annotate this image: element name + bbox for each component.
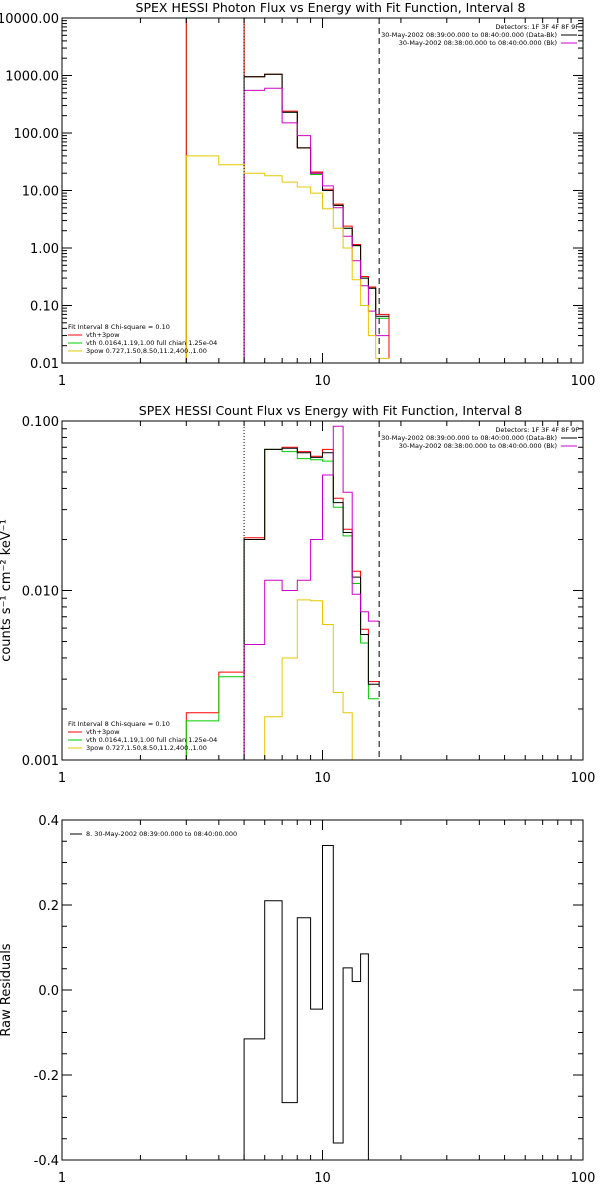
y-tick-label: -0.4 <box>34 1154 59 1169</box>
y-tick-label: 0.01 <box>30 357 59 372</box>
histogram-series-2 <box>243 73 389 363</box>
y-axis-label: counts s⁻¹ cm⁻² keV⁻¹ <box>0 519 14 662</box>
histogram-series-4 <box>185 155 389 363</box>
detectors-legend-header: Detectors: 1F 3F 4F 8F 9F <box>495 23 579 31</box>
y-tick-label: 0.001 <box>22 754 59 769</box>
y-tick-label: 0.100 <box>22 415 59 430</box>
y-tick-label: 0.0 <box>38 984 59 999</box>
top-legend-text: 30-May-2002 08:39:00.000 to 08:40:00.000… <box>381 31 557 39</box>
histogram-series-0 <box>185 18 390 363</box>
y-tick-label: 1000.00 <box>5 70 59 85</box>
fit-legend-text: vth 0.0164,1.19,1.00 full chian 1.25e-04 <box>86 736 217 744</box>
data-series <box>185 425 380 760</box>
detectors-legend-header: Detectors: 1F 3F 4F 8F 9F <box>495 426 579 434</box>
photon-flux-panel: SPEX HESSI Photon Flux vs Energy with Fi… <box>0 0 595 389</box>
histogram-series-1 <box>185 448 380 760</box>
chart-title: SPEX HESSI Count Flux vs Energy with Fit… <box>139 403 522 418</box>
x-tick-label: 1 <box>58 771 66 786</box>
residual-legend-text: 8. 30-May-2002 08:39:00.000 to 08:40:00.… <box>86 830 237 838</box>
x-tick-label: 100 <box>571 374 596 389</box>
fit-legend-text: vth+3pow <box>86 331 120 339</box>
top-legend-text: 30-May-2002 08:39:00.000 to 08:40:00.000… <box>381 434 557 442</box>
histogram-series-4 <box>244 599 369 760</box>
fit-legend-header: Fit Interval 8 Chi-square = 0.10 <box>68 720 170 728</box>
fit-legend-header: Fit Interval 8 Chi-square = 0.10 <box>68 323 170 331</box>
y-tick-label: 0.4 <box>38 814 59 829</box>
x-tick-label: 100 <box>571 771 596 786</box>
fit-legend-text: vth 0.0164,1.19,1.00 full chian 1.25e-04 <box>86 339 217 347</box>
y-tick-label: 10.00 <box>22 185 59 200</box>
y-tick-label: 10000.00 <box>0 12 59 27</box>
y-tick-label: 0.10 <box>30 300 59 315</box>
histogram-series-3 <box>243 87 389 363</box>
count-flux-panel: SPEX HESSI Count Flux vs Energy with Fit… <box>0 403 595 786</box>
y-tick-label: 0.2 <box>38 899 59 914</box>
x-tick-label: 100 <box>571 1171 596 1186</box>
plot-frame <box>61 420 584 761</box>
histogram-series-1 <box>185 18 390 363</box>
y-axis-label: Raw Residuals <box>0 943 14 1036</box>
x-tick-label: 10 <box>314 374 331 389</box>
y-tick-label: 1.00 <box>30 242 59 257</box>
x-tick-label: 1 <box>58 374 66 389</box>
fit-legend-text: 3pow 0.727,1.50,8.50,11.2,400.,1.00 <box>86 744 207 752</box>
y-tick-label: 100.00 <box>14 127 60 142</box>
top-legend-text: 30-May-2002 08:38:00.000 to 08:40:00.000… <box>399 442 557 450</box>
x-tick-label: 1 <box>58 1171 66 1186</box>
fit-legend-text: vth+3pow <box>86 728 120 736</box>
fit-legend-text: 3pow 0.727,1.50,8.50,11.2,400.,1.00 <box>86 347 207 355</box>
x-tick-label: 10 <box>314 1171 331 1186</box>
data-series <box>243 845 380 1160</box>
top-legend-text: 30-May-2002 08:38:00.000 to 08:40:00.000… <box>399 39 557 47</box>
y-tick-label: -0.2 <box>34 1069 59 1084</box>
histogram-series-0 <box>243 845 380 1160</box>
histogram-series-3 <box>243 425 380 760</box>
data-series <box>185 18 390 363</box>
y-tick-label: 0.010 <box>22 585 59 600</box>
residuals-panel: Raw Residuals 1 10 100 -0.4 -0.2 0.0 0.2 0.4 8. 3… <box>0 814 595 1186</box>
x-tick-label: 10 <box>314 771 331 786</box>
chart-title: SPEX HESSI Photon Flux vs Energy with Fi… <box>136 0 526 15</box>
